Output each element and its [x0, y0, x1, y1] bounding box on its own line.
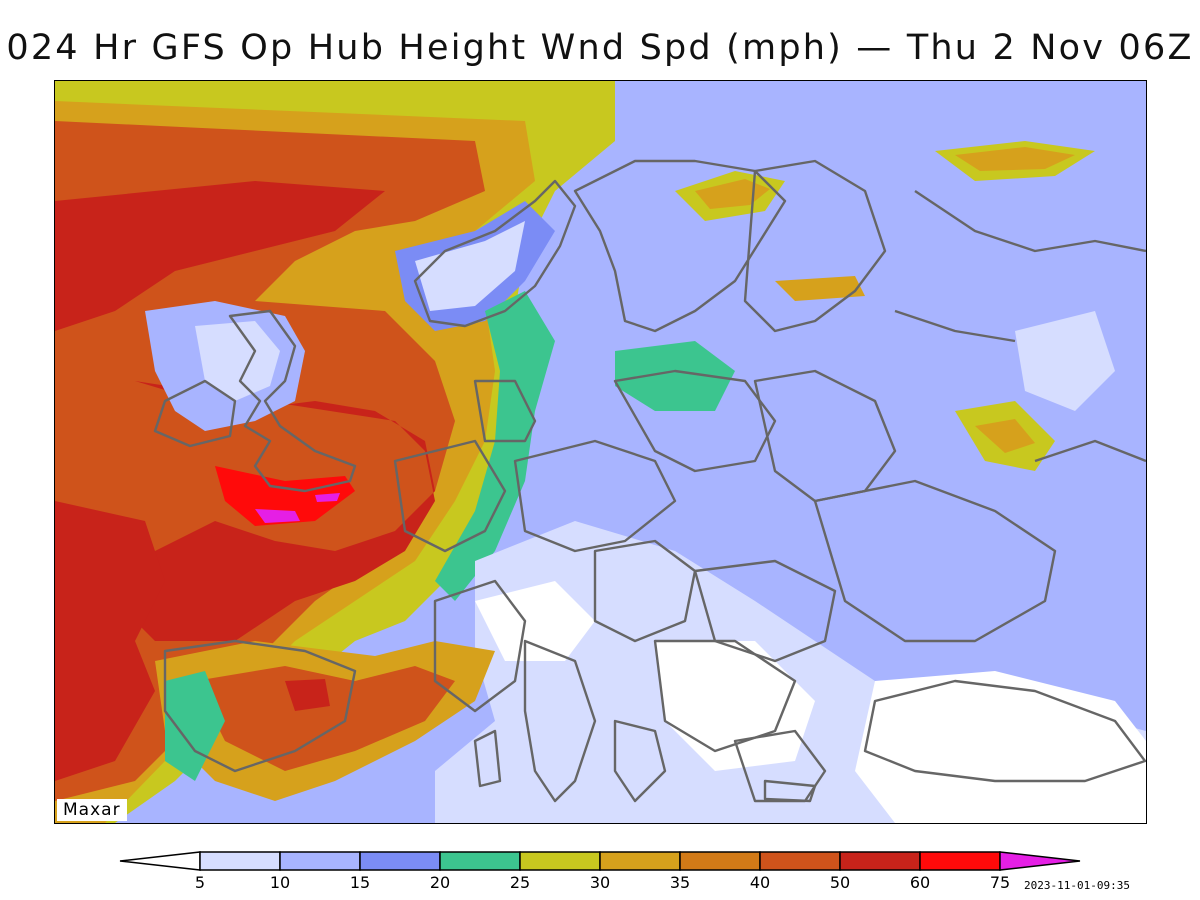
norway-calm-inner — [415, 221, 525, 311]
wind-field-above-75 — [255, 509, 300, 523]
wind-field-above-75-b — [315, 493, 340, 502]
russia-east-calm — [1015, 311, 1115, 411]
russia-east-core — [975, 419, 1035, 453]
wind-field-50-60-storm — [115, 381, 435, 641]
baltic-green — [615, 341, 735, 411]
wind-speed-map: Maxar — [54, 80, 1147, 824]
legend-color-box — [519, 851, 601, 871]
legend-tick-label: 60 — [910, 873, 930, 892]
finland-wind-core — [695, 179, 770, 209]
legend-color-box — [199, 851, 281, 871]
legend-color-box — [679, 851, 761, 871]
iberia-wind-50-60 — [285, 679, 330, 711]
timestamp: 2023-11-01-09:35 — [1024, 879, 1130, 892]
legend-tick-label: 75 — [990, 873, 1010, 892]
legend-color-box — [759, 851, 841, 871]
map-title: 024 Hr GFS Op Hub Height Wnd Spd (mph) —… — [6, 28, 1194, 68]
legend-color-box — [599, 851, 681, 871]
legend-tick-label: 40 — [750, 873, 770, 892]
legend-below-arrow — [119, 851, 201, 871]
legend-above-arrow — [999, 851, 1081, 871]
wind-field-50-60-west — [55, 501, 165, 781]
legend-tick-label: 15 — [350, 873, 370, 892]
color-scale-legend: 5 10 15 20 25 30 35 40 50 60 75 — [119, 851, 1081, 892]
russia-north-core — [955, 147, 1075, 171]
legend-color-box — [279, 851, 361, 871]
maxar-watermark: Maxar — [57, 799, 127, 821]
turkey-calm-white — [855, 671, 1146, 823]
legend-tick-label: 5 — [195, 873, 205, 892]
baltic-wind-patch — [775, 276, 865, 301]
legend-tick-label: 35 — [670, 873, 690, 892]
legend-tick-label: 25 — [510, 873, 530, 892]
legend-color-box — [919, 851, 1001, 871]
iberia-wind-40-50 — [195, 666, 455, 771]
wind-field-60-75 — [215, 466, 355, 526]
legend-tick-label: 10 — [270, 873, 290, 892]
spain-interior-mixed — [165, 671, 225, 781]
legend-color-box — [439, 851, 521, 871]
north-sea-band — [435, 291, 555, 601]
wind-field-50-60 — [55, 181, 385, 331]
legend-color-box — [359, 851, 441, 871]
country-borders — [153, 159, 1146, 803]
legend-tick-label: 20 — [430, 873, 450, 892]
legend-color-box — [839, 851, 921, 871]
legend-tick-label: 50 — [830, 873, 850, 892]
alps-calm-white — [475, 581, 595, 661]
legend-tick-label: 30 — [590, 873, 610, 892]
uk-calm-inner — [195, 321, 280, 401]
